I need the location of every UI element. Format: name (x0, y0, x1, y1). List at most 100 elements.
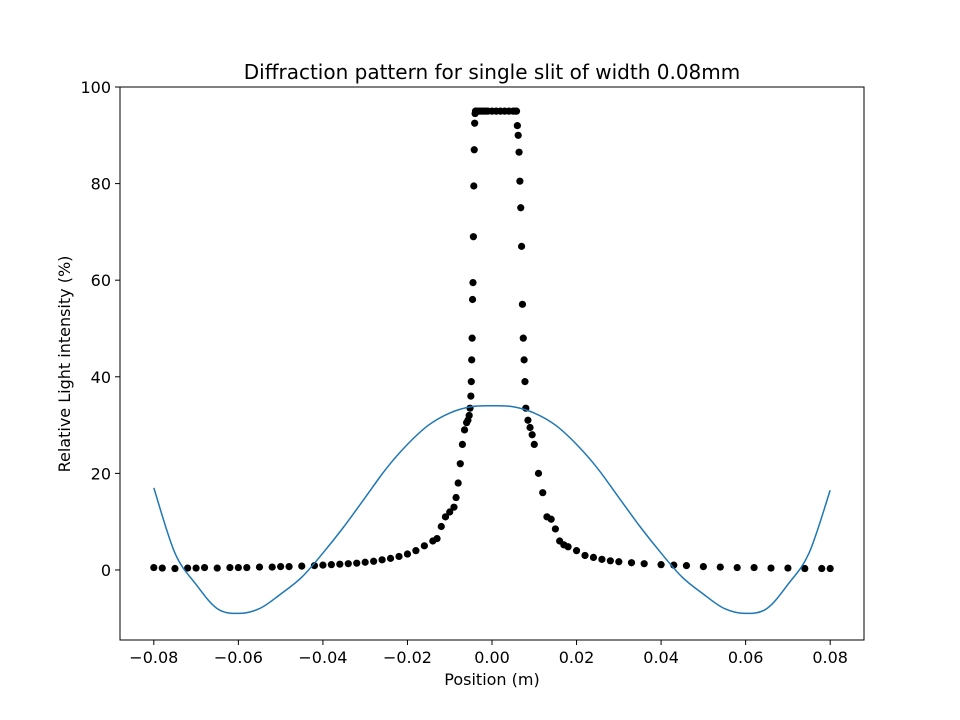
data-point (470, 182, 478, 190)
y-tick-label: 80 (91, 175, 111, 194)
data-point (657, 561, 665, 569)
data-point (551, 525, 560, 533)
data-point (716, 563, 724, 571)
y-tick-label: 40 (91, 368, 111, 387)
axes-frame (119, 86, 865, 641)
x-tick-label: −0.04 (298, 648, 347, 667)
data-point (512, 107, 521, 115)
data-point (192, 564, 200, 572)
data-point (310, 562, 319, 570)
data-point (395, 552, 403, 561)
data-point (517, 204, 525, 212)
data-point (471, 119, 479, 127)
x-tick-label: 0.06 (728, 648, 764, 667)
data-point (458, 440, 467, 448)
data-point (184, 564, 192, 572)
chart-title: Diffraction pattern for single slit of w… (244, 60, 741, 84)
y-tick-label: 60 (91, 271, 111, 290)
data-point (526, 423, 534, 432)
data-point (344, 560, 352, 568)
data-point (468, 356, 476, 364)
data-point (682, 562, 691, 570)
data-point (468, 295, 477, 304)
x-tick-label: 0.02 (559, 648, 595, 667)
data-point (454, 479, 462, 487)
y-tick-label: 0 (101, 561, 111, 580)
data-point (361, 558, 369, 566)
data-point (469, 279, 477, 287)
data-point (243, 563, 251, 572)
data-point (470, 146, 478, 154)
data-point (437, 522, 445, 531)
y-tick-label: 100 (80, 78, 111, 97)
data-point (465, 411, 473, 420)
data-point (319, 561, 327, 569)
data-point (627, 559, 636, 567)
data-point (466, 404, 474, 412)
data-point (412, 547, 420, 555)
data-point (519, 334, 527, 342)
data-point (581, 551, 589, 560)
data-point (255, 563, 264, 571)
data-point (277, 562, 285, 571)
data-point (640, 560, 648, 568)
data-point (521, 378, 529, 386)
data-point (285, 562, 293, 571)
data-point (456, 460, 464, 468)
data-point (767, 564, 775, 572)
x-tick-label: 0.00 (474, 648, 510, 667)
data-point (171, 564, 179, 573)
data-point (353, 559, 361, 567)
data-point (150, 563, 158, 572)
fit-curve-line (153, 404, 831, 615)
data-point (515, 148, 523, 156)
data-point (441, 513, 450, 521)
data-point (699, 562, 707, 571)
data-point (386, 554, 395, 562)
data-point (801, 564, 809, 573)
data-point (446, 508, 454, 516)
data-point (518, 300, 527, 308)
data-point (158, 564, 166, 572)
data-point (606, 557, 614, 565)
y-axis-label: Relative Light intensity (%) (55, 256, 74, 473)
x-tick-label: 0.08 (812, 648, 848, 667)
data-point (615, 558, 623, 566)
data-point (226, 563, 234, 572)
data-point (268, 563, 276, 571)
data-point (378, 556, 386, 564)
data-point (517, 242, 526, 250)
data-point (514, 131, 522, 139)
data-point (468, 334, 476, 342)
data-point (818, 564, 826, 573)
data-point (539, 489, 547, 497)
data-point (234, 563, 242, 572)
y-tick-label: 20 (91, 464, 111, 483)
x-tick-label: −0.02 (383, 648, 432, 667)
data-point (327, 561, 335, 569)
data-point (520, 356, 528, 364)
data-point (516, 177, 524, 185)
data-point (564, 543, 572, 551)
data-point (370, 557, 378, 565)
plot-area (150, 107, 834, 615)
data-point (298, 562, 306, 570)
x-tick-label: 0.04 (643, 648, 679, 667)
data-point (467, 378, 475, 386)
data-point (460, 426, 469, 434)
data-point (403, 550, 412, 558)
data-point (826, 564, 834, 573)
data-point (200, 563, 209, 572)
data-point (452, 493, 460, 502)
y-axis: 0 20 40 60 80 100 (80, 78, 120, 580)
data-point (530, 440, 538, 448)
data-point (589, 553, 598, 562)
data-point (213, 564, 221, 572)
data-point (598, 555, 606, 563)
data-point (524, 416, 532, 424)
data-point (513, 122, 521, 130)
x-tick-label: −0.06 (214, 648, 263, 667)
data-point (450, 503, 458, 511)
data-point (750, 563, 758, 572)
